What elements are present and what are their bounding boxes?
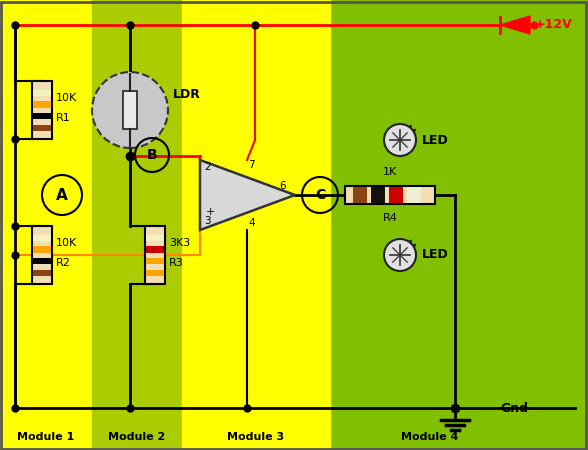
Bar (145, 226, 165, 284)
Bar (33, 113, 51, 119)
Text: Module 3: Module 3 (228, 432, 285, 442)
Text: LED: LED (422, 134, 449, 147)
Text: B: B (146, 148, 158, 162)
Bar (146, 246, 164, 253)
Bar (33, 125, 51, 131)
Text: 1K: 1K (383, 167, 397, 177)
Circle shape (384, 124, 416, 156)
Bar (345, 186, 435, 204)
Bar (0, 0, 92, 450)
Circle shape (92, 72, 168, 148)
Text: Module 1: Module 1 (18, 432, 75, 442)
Bar (123, 91, 137, 129)
Text: R2: R2 (56, 258, 71, 268)
Polygon shape (200, 160, 295, 230)
Text: C: C (315, 188, 325, 202)
Circle shape (384, 239, 416, 271)
Bar (146, 235, 164, 241)
Bar (33, 235, 51, 241)
Text: 7: 7 (248, 160, 255, 170)
Text: 6: 6 (279, 181, 286, 191)
Bar (182, 0, 330, 450)
Bar (146, 258, 164, 264)
Bar (32, 81, 52, 139)
Text: 3K3: 3K3 (169, 238, 191, 248)
Text: 10K: 10K (56, 93, 77, 103)
Bar (353, 187, 367, 203)
Text: Gnd: Gnd (500, 401, 528, 414)
Bar (33, 90, 51, 96)
Text: 3: 3 (204, 216, 211, 226)
Text: +12V: +12V (535, 18, 573, 32)
Text: 4: 4 (248, 218, 255, 228)
Bar (33, 246, 51, 253)
Polygon shape (500, 16, 530, 34)
Text: R4: R4 (383, 213, 397, 223)
Text: LDR: LDR (173, 89, 201, 102)
Bar (32, 226, 52, 284)
Bar (33, 258, 51, 264)
Text: +: + (206, 207, 215, 217)
Bar (33, 101, 51, 108)
Bar (371, 187, 385, 203)
Text: A: A (56, 188, 68, 203)
Bar (92, 0, 182, 450)
Text: R1: R1 (56, 113, 71, 123)
Bar (146, 270, 164, 276)
Text: 2: 2 (204, 162, 211, 172)
Bar (33, 270, 51, 276)
Text: Module 2: Module 2 (108, 432, 166, 442)
Bar (407, 187, 421, 203)
Bar (389, 187, 403, 203)
Text: R3: R3 (169, 258, 183, 268)
Text: LED: LED (422, 248, 449, 261)
Text: 10K: 10K (56, 238, 77, 248)
Text: Module 4: Module 4 (402, 432, 459, 442)
